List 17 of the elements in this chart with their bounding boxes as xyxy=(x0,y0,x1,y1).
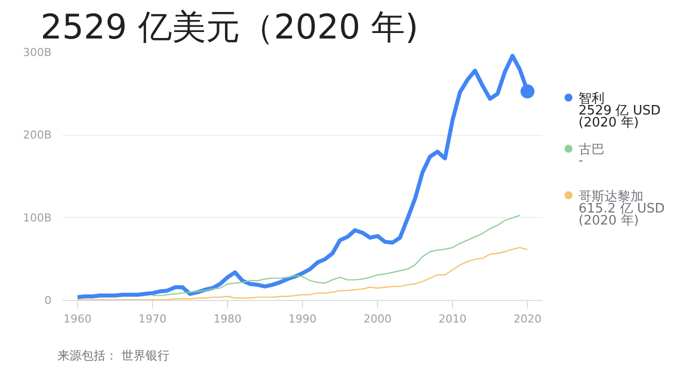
text: 615.2 亿 USD (2020 年) xyxy=(578,201,665,228)
chart-title: 2529 亿美元（2020 年) xyxy=(40,8,418,48)
y-tick-label: 200B xyxy=(22,128,52,142)
line-series xyxy=(152,214,521,296)
x-tick-label: 2020 xyxy=(514,312,542,326)
y-tick-label: 0 xyxy=(44,294,52,307)
x-tick-label: 1960 xyxy=(64,312,92,326)
y-tick-label: 300B xyxy=(22,46,52,59)
text: 来源包括： 世界银行 xyxy=(58,348,170,362)
x-tick-label: 1970 xyxy=(138,312,167,326)
x-tick-label: 2000 xyxy=(364,312,392,326)
x-tick-label: 1990 xyxy=(288,312,317,326)
line-series xyxy=(76,246,528,300)
text: 2529 亿 USD (2020 年) xyxy=(578,104,661,131)
y-tick-label: 100B xyxy=(22,211,52,224)
x-tick-label: 2010 xyxy=(438,312,467,326)
x-tick-label: 1980 xyxy=(214,312,242,326)
